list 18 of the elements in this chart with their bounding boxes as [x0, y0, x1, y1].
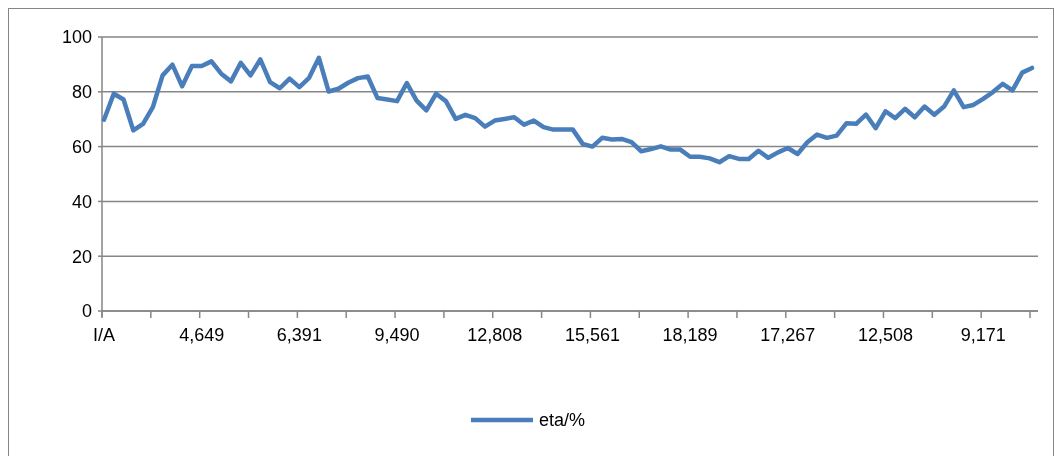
- y-tick-label: 80: [71, 82, 92, 103]
- line-series: [101, 55, 1035, 165]
- x-tick-label: 12,508: [857, 325, 913, 345]
- x-tick-label: I/A: [92, 325, 116, 345]
- y-tick-label: 100: [61, 27, 92, 48]
- y-tick-label: 0: [81, 301, 92, 322]
- y-tick-label: 20: [71, 246, 92, 267]
- y-tick-label: 60: [71, 136, 92, 157]
- x-tick-label: 17,267: [760, 325, 816, 345]
- y-tick-label: 40: [71, 191, 92, 212]
- x-tick-label: 12,808: [467, 325, 523, 345]
- legend-label: eta/%: [539, 410, 586, 431]
- x-tick-label: 9,490: [374, 325, 420, 345]
- x-tick-label: 4,649: [179, 325, 225, 345]
- x-tick-label: 9,171: [960, 325, 1006, 345]
- x-tick-label: 15,561: [564, 325, 620, 345]
- x-tick-label: 6,391: [276, 325, 322, 345]
- x-tick-label: 18,189: [662, 325, 718, 345]
